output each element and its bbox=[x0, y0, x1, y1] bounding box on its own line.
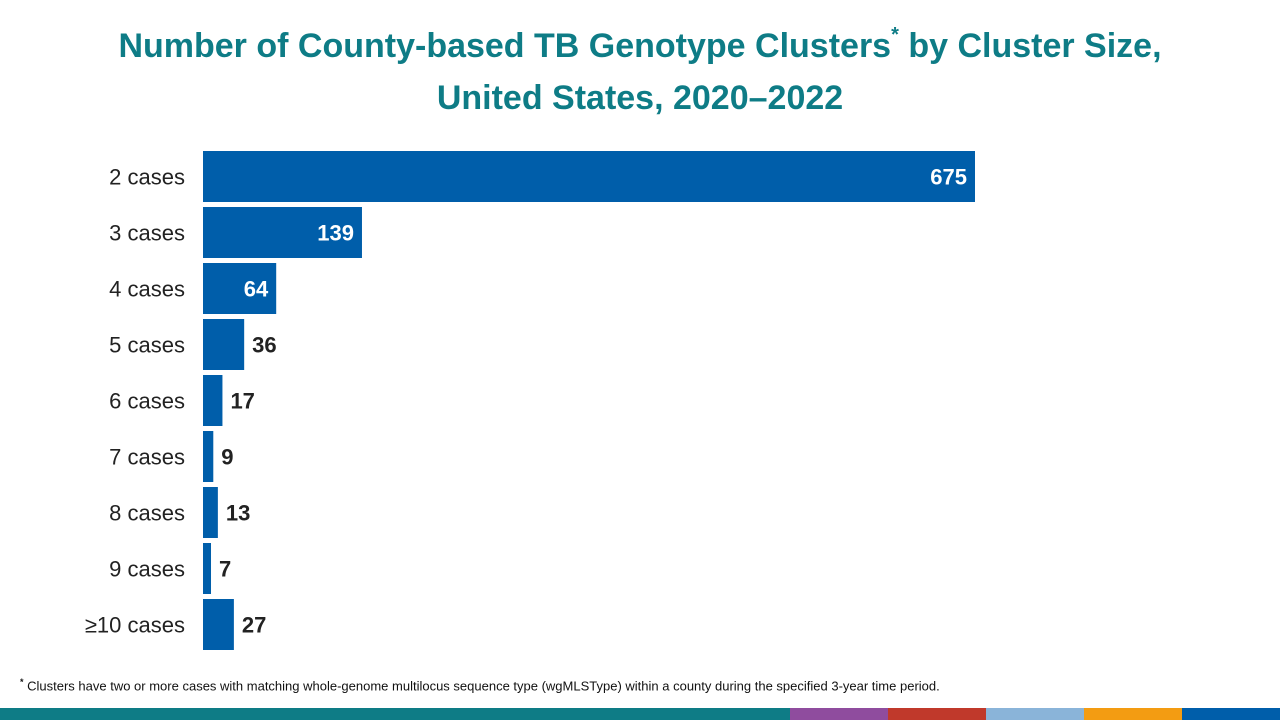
category-label: 4 cases bbox=[109, 277, 185, 302]
value-label: 9 bbox=[221, 445, 233, 470]
category-label: 3 cases bbox=[109, 221, 185, 246]
title-suffix: by Cluster Size, bbox=[898, 27, 1162, 65]
bar bbox=[203, 207, 362, 258]
bar bbox=[203, 431, 214, 482]
value-label: 7 bbox=[219, 557, 231, 582]
color-bar-segment bbox=[790, 708, 888, 720]
value-label: 17 bbox=[230, 389, 254, 414]
bar bbox=[203, 487, 218, 538]
footnote-text: Clusters have two or more cases with mat… bbox=[23, 678, 940, 694]
category-label: 6 cases bbox=[109, 389, 185, 414]
bar bbox=[203, 151, 975, 202]
footnote: * Clusters have two or more cases with m… bbox=[20, 677, 1270, 693]
category-label: 5 cases bbox=[109, 333, 185, 358]
value-label: 64 bbox=[244, 277, 269, 302]
bar bbox=[203, 263, 277, 314]
bar bbox=[203, 375, 223, 426]
value-label: 27 bbox=[242, 613, 266, 638]
bar bbox=[203, 319, 245, 370]
value-label: 13 bbox=[226, 501, 250, 526]
title-text: Number of County-based TB Genotype Clust… bbox=[118, 27, 892, 65]
bar bbox=[203, 599, 234, 650]
category-label: 8 cases bbox=[109, 501, 185, 526]
title-footnote-marker: * bbox=[891, 23, 899, 46]
value-label: 675 bbox=[930, 165, 967, 190]
category-label: 2 cases bbox=[109, 165, 185, 190]
footnote-marker: * bbox=[20, 677, 24, 687]
chart-title-line1: Number of County-based TB Genotype Clust… bbox=[0, 20, 1280, 72]
category-label: 9 cases bbox=[109, 557, 185, 582]
category-label: 7 cases bbox=[109, 445, 185, 470]
bottom-color-bar bbox=[0, 708, 1280, 720]
chart-title: Number of County-based TB Genotype Clust… bbox=[0, 20, 1280, 124]
color-bar-segment bbox=[0, 708, 790, 720]
color-bar-segment bbox=[888, 708, 986, 720]
category-label: ≥10 cases bbox=[85, 613, 185, 638]
bar bbox=[203, 543, 212, 594]
color-bar-segment bbox=[986, 708, 1084, 720]
color-bar-segment bbox=[1084, 708, 1182, 720]
value-label: 139 bbox=[317, 221, 354, 246]
value-label: 36 bbox=[252, 333, 276, 358]
color-bar-segment bbox=[1182, 708, 1280, 720]
chart-title-line2: United States, 2020–2022 bbox=[436, 79, 844, 117]
